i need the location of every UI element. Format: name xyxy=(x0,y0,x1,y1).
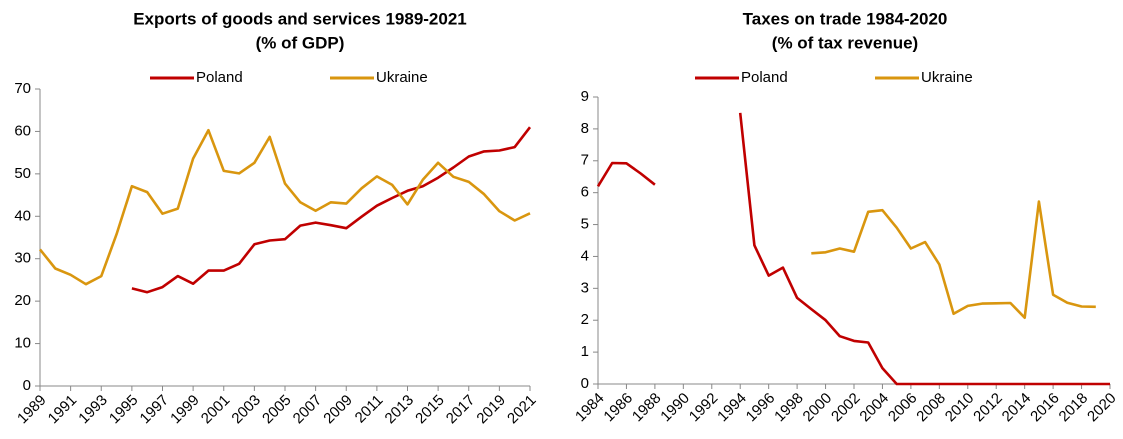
x-tick-label: 2007 xyxy=(290,392,326,428)
series-line xyxy=(131,126,532,294)
y-tick-label: 50 xyxy=(14,165,31,182)
y-tick-label: 30 xyxy=(14,250,31,267)
x-tick-label: 2008 xyxy=(913,390,949,426)
y-tick-label: 40 xyxy=(14,207,31,224)
chart-title: Exports of goods and services 1989-2021 xyxy=(133,9,467,28)
x-tick-label: 1986 xyxy=(600,390,636,426)
x-tick-label: 1998 xyxy=(771,390,807,426)
x-tick-label: 2012 xyxy=(970,390,1006,426)
x-tick-label: 2019 xyxy=(473,392,509,428)
series-line xyxy=(38,128,531,286)
x-tick-label: 1993 xyxy=(75,392,111,428)
y-tick-label: 9 xyxy=(581,88,589,105)
x-tick-label: 1988 xyxy=(629,390,665,426)
y-tick-label: 0 xyxy=(23,377,31,394)
y-tick-label: 8 xyxy=(581,120,589,137)
series-line xyxy=(596,112,1110,386)
x-tick-label: 1991 xyxy=(45,392,81,428)
x-tick-label: 2005 xyxy=(259,392,295,428)
x-tick-label: 2014 xyxy=(999,390,1035,426)
x-tick-label: 1984 xyxy=(572,390,608,426)
x-tick-label: 2017 xyxy=(443,392,479,428)
x-tick-label: 1995 xyxy=(106,392,142,428)
chart: Taxes on trade 1984-2020 (% of tax revenu… xyxy=(572,9,1120,425)
y-tick-label: 4 xyxy=(581,247,589,264)
x-tick-label: 2003 xyxy=(228,392,264,428)
legend-label: Ukraine xyxy=(376,69,428,86)
x-tick-label: 2015 xyxy=(412,392,448,428)
x-tick-label: 1990 xyxy=(657,390,693,426)
legend-label: Poland xyxy=(741,69,788,86)
x-tick-label: 2004 xyxy=(856,390,892,426)
x-tick-label: 2018 xyxy=(1056,390,1092,426)
x-tick-label: 1996 xyxy=(743,390,779,426)
y-tick-label: 1 xyxy=(581,343,589,360)
x-tick-label: 1989 xyxy=(14,392,50,428)
chart: Exports of goods and services 1989-2021 (… xyxy=(14,9,540,427)
x-tick-label: 2002 xyxy=(828,390,864,426)
x-tick-label: 2000 xyxy=(800,390,836,426)
x-tick-label: 1992 xyxy=(686,390,722,426)
y-tick-label: 5 xyxy=(581,216,589,233)
x-tick-label: 2009 xyxy=(320,392,356,428)
x-tick-label: 2021 xyxy=(504,392,540,428)
chart-subtitle: (% of tax revenue) xyxy=(772,33,918,52)
x-tick-label: 2001 xyxy=(198,392,234,428)
chart-subtitle: (% of GDP) xyxy=(256,33,345,52)
x-tick-label: 2006 xyxy=(885,390,921,426)
y-tick-label: 20 xyxy=(14,292,31,309)
x-tick-label: 2013 xyxy=(382,392,418,428)
y-tick-label: 2 xyxy=(581,311,589,328)
y-tick-label: 70 xyxy=(14,80,31,97)
series-line xyxy=(811,200,1096,319)
chart-title: Taxes on trade 1984-2020 xyxy=(743,9,948,28)
y-tick-label: 6 xyxy=(581,184,589,201)
y-tick-label: 0 xyxy=(581,375,589,392)
legend-label: Poland xyxy=(196,69,243,86)
x-tick-label: 2011 xyxy=(352,392,387,427)
y-tick-label: 3 xyxy=(581,279,589,296)
x-tick-label: 1997 xyxy=(137,392,173,428)
y-tick-label: 60 xyxy=(14,122,31,139)
y-tick-label: 7 xyxy=(581,152,589,169)
legend-label: Ukraine xyxy=(921,69,973,86)
x-tick-label: 2010 xyxy=(942,390,978,426)
x-tick-label: 1994 xyxy=(714,390,750,426)
x-tick-label: 2020 xyxy=(1084,390,1120,426)
x-tick-label: 1999 xyxy=(167,392,203,428)
y-tick-label: 10 xyxy=(14,335,31,352)
x-tick-label: 2016 xyxy=(1027,390,1063,426)
